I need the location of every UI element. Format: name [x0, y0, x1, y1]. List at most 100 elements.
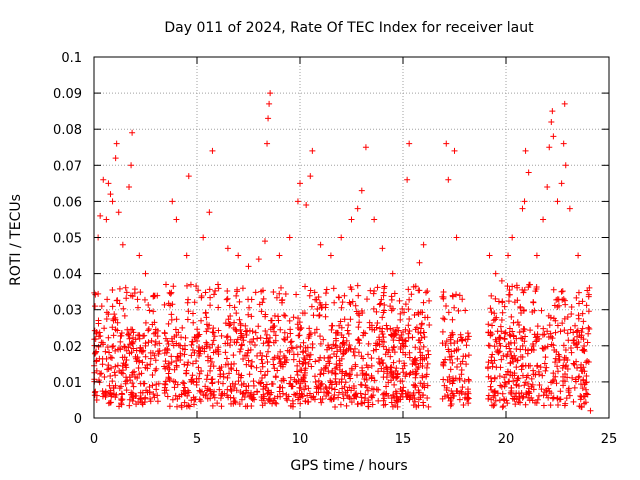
data-point — [554, 296, 561, 303]
data-point — [406, 327, 413, 334]
data-point — [102, 388, 109, 395]
data-point — [514, 297, 521, 304]
data-point — [202, 383, 209, 390]
data-point — [195, 364, 202, 371]
data-point — [263, 331, 270, 338]
data-point — [105, 180, 112, 187]
data-point — [92, 388, 99, 395]
data-point — [509, 234, 516, 241]
data-point — [401, 360, 408, 367]
data-point — [498, 277, 505, 284]
data-point — [173, 316, 180, 323]
data-point — [585, 324, 592, 331]
data-point — [306, 292, 313, 299]
data-point — [579, 385, 586, 392]
data-point — [485, 392, 492, 399]
data-point — [506, 286, 513, 293]
data-point — [465, 395, 472, 402]
data-point — [380, 368, 387, 375]
data-point — [419, 309, 426, 316]
data-point — [193, 358, 200, 365]
data-point — [583, 373, 590, 380]
data-point — [563, 395, 570, 402]
data-point — [580, 347, 587, 354]
data-point — [194, 326, 201, 333]
data-point — [554, 322, 561, 329]
data-point — [174, 395, 181, 402]
data-point — [102, 393, 109, 400]
data-point — [116, 345, 123, 352]
data-point — [257, 368, 264, 375]
data-point — [281, 312, 288, 319]
data-point — [582, 399, 589, 406]
data-point — [296, 394, 303, 401]
data-point — [543, 364, 550, 371]
data-point — [528, 375, 535, 382]
data-point — [576, 373, 583, 380]
data-point — [375, 368, 382, 375]
data-point — [534, 323, 541, 330]
data-point — [495, 349, 502, 356]
data-point — [237, 346, 244, 353]
data-point — [441, 393, 448, 400]
data-point — [399, 387, 406, 394]
data-point — [539, 372, 546, 379]
data-point — [410, 391, 417, 398]
data-point — [306, 325, 313, 332]
data-point — [196, 370, 203, 377]
data-point — [491, 401, 498, 408]
data-point — [522, 147, 529, 154]
data-point — [488, 378, 495, 385]
data-point — [248, 339, 255, 346]
data-point — [300, 360, 307, 367]
data-point — [318, 380, 325, 387]
data-point — [459, 337, 466, 344]
data-point — [561, 402, 568, 409]
data-point — [410, 382, 417, 389]
data-point — [201, 345, 208, 352]
data-point — [261, 238, 268, 245]
data-point — [542, 344, 549, 351]
data-point — [131, 289, 138, 296]
data-point — [189, 310, 196, 317]
data-point — [104, 366, 111, 373]
data-point — [172, 379, 179, 386]
data-point — [215, 378, 222, 385]
data-point — [318, 366, 325, 373]
data-point — [154, 398, 161, 405]
data-point — [373, 346, 380, 353]
data-point — [207, 294, 214, 301]
data-point — [587, 407, 594, 414]
data-point — [290, 351, 297, 358]
data-point — [424, 314, 431, 321]
data-point — [504, 400, 511, 407]
data-point — [570, 329, 577, 336]
data-point — [519, 372, 526, 379]
data-point — [132, 373, 139, 380]
data-point — [423, 373, 430, 380]
data-point — [241, 393, 248, 400]
data-point — [169, 396, 176, 403]
data-point — [177, 357, 184, 364]
data-point — [260, 386, 267, 393]
data-point — [440, 295, 447, 302]
data-point — [400, 384, 407, 391]
data-point — [246, 393, 253, 400]
data-point — [118, 390, 125, 397]
data-point — [226, 321, 233, 328]
data-point — [252, 329, 259, 336]
data-point — [323, 393, 330, 400]
data-point — [369, 401, 376, 408]
data-point — [572, 378, 579, 385]
data-point — [123, 347, 130, 354]
data-point — [399, 349, 406, 356]
data-point — [236, 348, 243, 355]
data-point — [129, 293, 136, 300]
data-point — [92, 303, 99, 310]
data-point — [254, 335, 261, 342]
data-point — [572, 341, 579, 348]
data-point — [488, 357, 495, 364]
data-point — [387, 353, 394, 360]
data-point — [348, 365, 355, 372]
data-point — [302, 382, 309, 389]
